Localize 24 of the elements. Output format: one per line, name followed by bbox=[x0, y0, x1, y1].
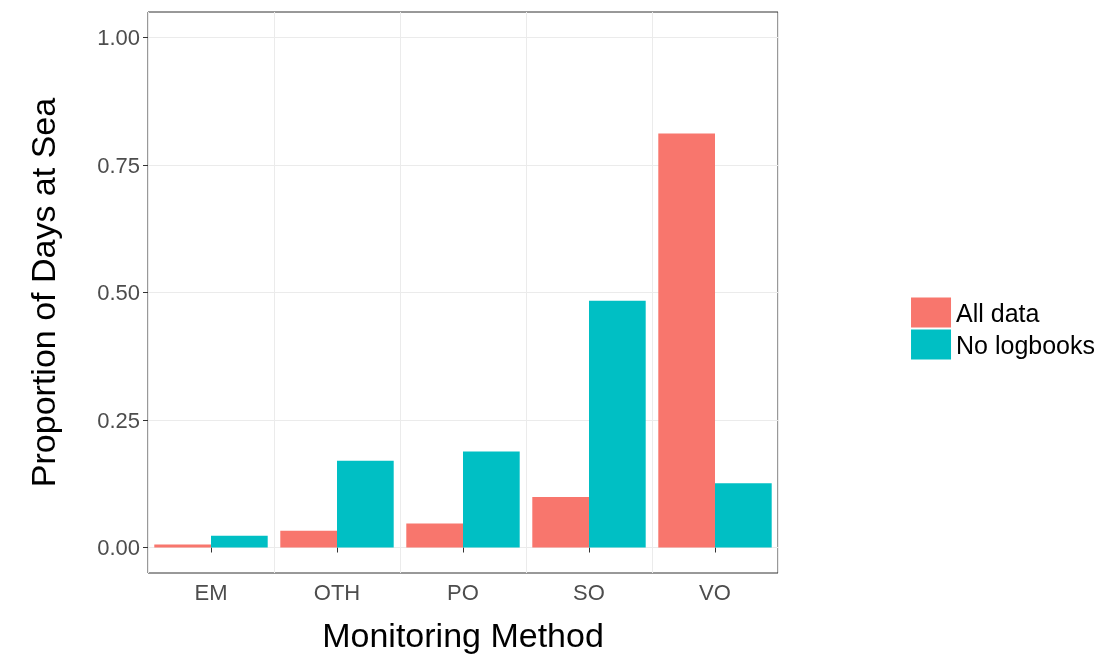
y-tick-label: 0.25 bbox=[97, 407, 140, 433]
bar bbox=[589, 300, 646, 548]
bar bbox=[211, 535, 268, 548]
bar bbox=[280, 530, 337, 548]
bar bbox=[532, 497, 589, 548]
bar bbox=[463, 451, 520, 548]
bar bbox=[337, 460, 394, 548]
legend-label: No logbooks bbox=[956, 330, 1096, 359]
x-tick-label: PO bbox=[447, 579, 479, 605]
y-tick-label: 0.75 bbox=[97, 152, 140, 178]
bar bbox=[658, 133, 715, 548]
bar bbox=[715, 483, 772, 548]
bar bbox=[406, 523, 463, 548]
bar bbox=[154, 544, 211, 548]
x-tick-label: VO bbox=[699, 579, 731, 605]
x-tick-label: OTH bbox=[313, 579, 361, 605]
y-axis-title: Proportion of Days at Sea bbox=[24, 97, 62, 488]
x-tick-label: EM bbox=[194, 579, 228, 605]
y-tick-label: 0.50 bbox=[97, 280, 140, 305]
legend-label: All data bbox=[956, 298, 1040, 327]
x-axis-title: Monitoring Method bbox=[322, 616, 604, 654]
y-tick-label: 1.00 bbox=[97, 25, 140, 50]
y-tick-label: 0.00 bbox=[97, 535, 140, 560]
x-tick-label: SO bbox=[573, 579, 605, 605]
